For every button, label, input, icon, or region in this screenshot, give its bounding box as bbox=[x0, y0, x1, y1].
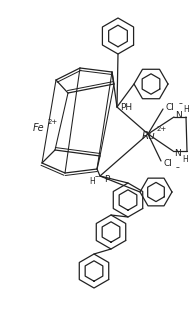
Text: Cl: Cl bbox=[166, 104, 175, 113]
Text: H: H bbox=[89, 177, 95, 186]
Text: –: – bbox=[179, 100, 183, 109]
Text: 2+: 2+ bbox=[157, 126, 167, 132]
Text: 2+: 2+ bbox=[48, 119, 58, 125]
Text: H: H bbox=[182, 154, 188, 163]
Text: Fe: Fe bbox=[33, 123, 45, 133]
Text: –: – bbox=[176, 163, 180, 173]
Text: N: N bbox=[174, 149, 181, 158]
Text: H: H bbox=[183, 105, 189, 115]
Text: P: P bbox=[104, 175, 109, 184]
Text: Ru: Ru bbox=[142, 131, 156, 141]
Text: –: – bbox=[95, 173, 99, 182]
Text: PH: PH bbox=[120, 103, 132, 111]
Text: N: N bbox=[175, 111, 182, 120]
Text: Cl: Cl bbox=[163, 159, 172, 168]
